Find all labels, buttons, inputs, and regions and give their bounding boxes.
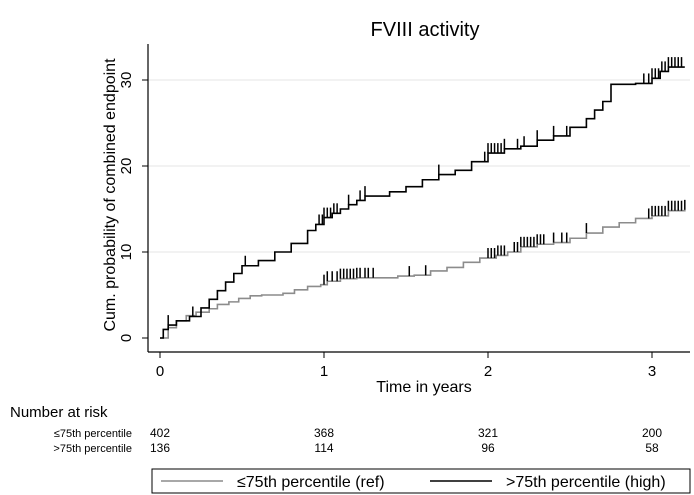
risk-value: 136 xyxy=(150,441,170,455)
y-tick-label: 30 xyxy=(118,72,135,89)
legend-box xyxy=(151,468,691,494)
series-group xyxy=(160,57,685,339)
chart-title: FVIII activity xyxy=(371,19,480,41)
y-tick-label: 0 xyxy=(118,334,135,342)
x-axis-label: Time in years xyxy=(376,379,471,396)
axis-labels: Cum. probability of combined endpoint Ti… xyxy=(102,58,472,396)
x-tick-label: 0 xyxy=(156,363,164,380)
y-axis-label: Cum. probability of combined endpoint xyxy=(102,58,119,332)
risk-value: 368 xyxy=(314,426,334,440)
series-layer xyxy=(160,57,686,339)
x-tick-label: 3 xyxy=(648,363,656,380)
axes-layer: 0 10 20 30 0 1 2 3 xyxy=(118,44,690,380)
x-tick-label: 1 xyxy=(320,363,328,380)
series-line xyxy=(160,209,686,339)
risk-table-title: Number at risk xyxy=(10,404,108,421)
legend-label: >75th percentile (high) xyxy=(506,474,666,491)
risk-value: 200 xyxy=(642,426,662,440)
y-tick-label: 10 xyxy=(118,244,135,261)
risk-value: 321 xyxy=(478,426,498,440)
x-tick-label: 2 xyxy=(484,363,492,380)
grid-layer xyxy=(148,79,690,253)
risk-row-label: ≤75th percentile xyxy=(54,428,132,440)
legend-label: ≤75th percentile (ref) xyxy=(237,474,385,491)
y-tick-label: 20 xyxy=(118,158,135,175)
legend: ≤75th percentile (ref) >75th percentile (… xyxy=(151,468,691,494)
risk-table: Number at risk ≤75th percentile 402 368 321 2… xyxy=(10,404,662,455)
risk-value: 58 xyxy=(645,441,659,455)
chart-title-group: FVIII activity xyxy=(371,19,480,41)
risk-value: 96 xyxy=(481,441,495,455)
risk-value: 402 xyxy=(150,426,170,440)
risk-row-label: >75th percentile xyxy=(53,443,132,455)
risk-value: 114 xyxy=(314,441,333,455)
series-group xyxy=(160,199,686,339)
series-line xyxy=(160,66,685,339)
